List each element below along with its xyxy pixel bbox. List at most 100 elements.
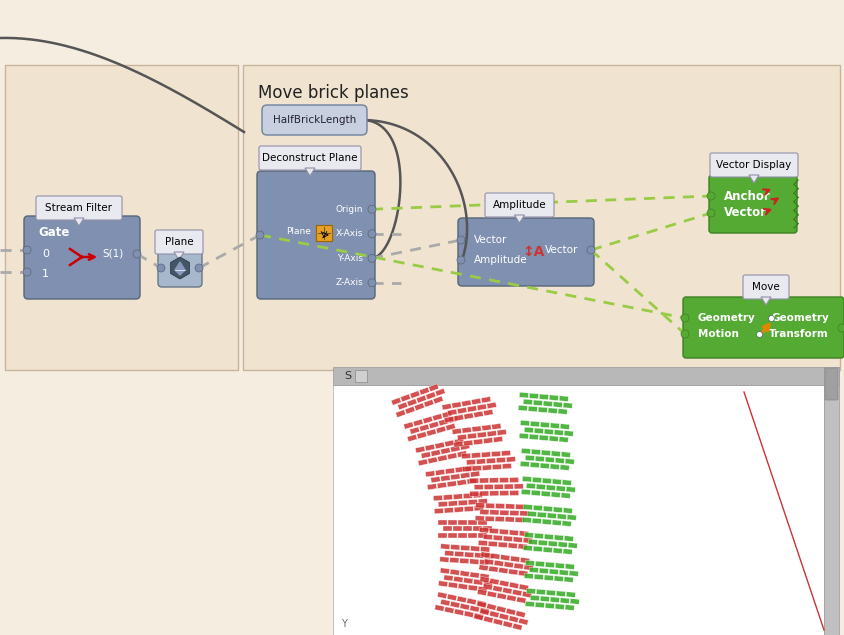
- Polygon shape: [508, 582, 518, 589]
- Polygon shape: [549, 569, 558, 575]
- Polygon shape: [450, 474, 460, 480]
- Circle shape: [157, 264, 165, 272]
- Polygon shape: [469, 572, 479, 578]
- Polygon shape: [489, 578, 499, 585]
- Polygon shape: [74, 218, 84, 226]
- Polygon shape: [483, 410, 493, 416]
- Polygon shape: [500, 554, 510, 561]
- Polygon shape: [461, 400, 471, 406]
- Text: Move: Move: [751, 282, 779, 292]
- Polygon shape: [444, 606, 454, 613]
- Polygon shape: [520, 461, 529, 467]
- Polygon shape: [530, 490, 540, 496]
- Text: Vector: Vector: [723, 206, 766, 220]
- Polygon shape: [438, 533, 447, 538]
- Polygon shape: [539, 596, 549, 602]
- Polygon shape: [544, 429, 553, 434]
- Polygon shape: [529, 462, 538, 468]
- Polygon shape: [446, 594, 457, 601]
- Circle shape: [368, 279, 376, 287]
- Polygon shape: [446, 409, 457, 415]
- Polygon shape: [543, 401, 552, 406]
- Polygon shape: [516, 597, 526, 603]
- Polygon shape: [533, 533, 543, 539]
- Polygon shape: [568, 571, 578, 577]
- Polygon shape: [538, 540, 547, 545]
- Polygon shape: [514, 215, 524, 223]
- Polygon shape: [488, 541, 497, 547]
- Polygon shape: [442, 526, 452, 531]
- Polygon shape: [562, 508, 572, 514]
- Polygon shape: [419, 424, 429, 431]
- Polygon shape: [435, 469, 444, 476]
- Polygon shape: [397, 402, 407, 410]
- Polygon shape: [538, 394, 548, 400]
- Polygon shape: [515, 611, 525, 618]
- Polygon shape: [464, 465, 474, 471]
- Polygon shape: [560, 465, 569, 471]
- Polygon shape: [552, 548, 562, 554]
- Circle shape: [706, 192, 714, 200]
- Polygon shape: [453, 609, 463, 615]
- Polygon shape: [471, 453, 480, 458]
- Text: Stream Filter: Stream Filter: [46, 203, 112, 213]
- Text: Motion: Motion: [697, 329, 738, 339]
- Polygon shape: [557, 409, 566, 415]
- Polygon shape: [535, 484, 545, 490]
- Polygon shape: [528, 539, 537, 545]
- Polygon shape: [511, 589, 522, 596]
- Text: S(1): S(1): [103, 249, 124, 259]
- Polygon shape: [538, 568, 548, 574]
- Polygon shape: [544, 562, 554, 568]
- Polygon shape: [479, 478, 488, 483]
- Polygon shape: [560, 493, 570, 498]
- Circle shape: [23, 246, 31, 254]
- Polygon shape: [527, 511, 536, 517]
- Polygon shape: [553, 507, 562, 512]
- Polygon shape: [450, 569, 459, 575]
- Polygon shape: [466, 478, 476, 485]
- Polygon shape: [494, 560, 503, 566]
- Polygon shape: [425, 471, 435, 477]
- Polygon shape: [511, 624, 522, 631]
- FancyBboxPatch shape: [259, 146, 360, 170]
- Polygon shape: [444, 440, 454, 447]
- Polygon shape: [453, 441, 463, 447]
- Text: Y-Axis: Y-Axis: [337, 254, 363, 263]
- Polygon shape: [174, 252, 184, 260]
- Polygon shape: [425, 444, 435, 451]
- FancyBboxPatch shape: [36, 196, 122, 220]
- Polygon shape: [563, 431, 573, 436]
- Polygon shape: [454, 438, 463, 444]
- Polygon shape: [515, 517, 523, 523]
- Polygon shape: [523, 573, 533, 579]
- Polygon shape: [437, 455, 446, 462]
- Polygon shape: [566, 514, 576, 520]
- Text: Amplitude: Amplitude: [473, 255, 527, 265]
- Polygon shape: [457, 434, 466, 440]
- Polygon shape: [507, 543, 517, 549]
- Polygon shape: [483, 580, 492, 587]
- Polygon shape: [409, 427, 419, 434]
- Circle shape: [755, 331, 761, 337]
- Polygon shape: [484, 553, 493, 559]
- Polygon shape: [435, 442, 444, 449]
- Polygon shape: [471, 426, 481, 432]
- Polygon shape: [512, 537, 522, 542]
- Polygon shape: [438, 418, 448, 426]
- Circle shape: [680, 314, 688, 322]
- Polygon shape: [407, 434, 417, 442]
- Polygon shape: [748, 175, 758, 183]
- Polygon shape: [416, 395, 426, 403]
- Polygon shape: [537, 512, 546, 518]
- Polygon shape: [461, 453, 470, 459]
- Polygon shape: [490, 491, 498, 496]
- Polygon shape: [521, 448, 530, 454]
- Polygon shape: [533, 400, 542, 406]
- Polygon shape: [526, 483, 535, 489]
- Polygon shape: [473, 492, 482, 498]
- Polygon shape: [440, 544, 449, 549]
- Polygon shape: [453, 507, 463, 512]
- Polygon shape: [560, 424, 569, 429]
- Polygon shape: [443, 495, 452, 500]
